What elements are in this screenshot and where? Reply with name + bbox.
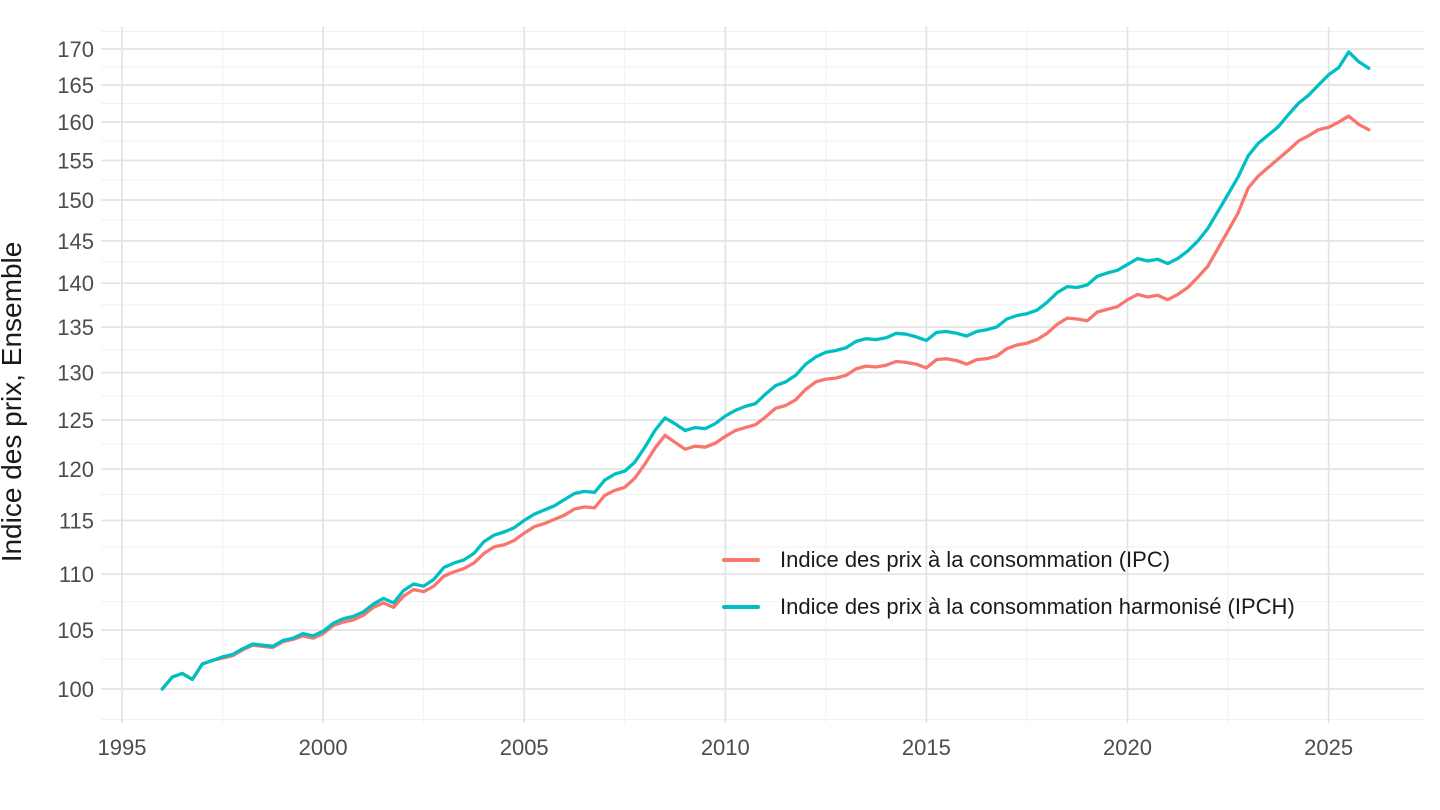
y-tick-label: 145 (57, 229, 94, 254)
chart-legend: Indice des prix à la consommation (IPC) … (722, 546, 1295, 640)
y-tick-label: 125 (57, 408, 94, 433)
y-tick-label: 155 (57, 148, 94, 173)
legend-label-ipc: Indice des prix à la consommation (IPC) (780, 547, 1171, 572)
x-tick-label: 2020 (1103, 735, 1152, 760)
y-tick-label: 160 (57, 110, 94, 135)
ipch-line (160, 50, 1371, 691)
y-tick-label: 170 (57, 37, 94, 62)
y-axis-title: Indice des prix, Ensemble (0, 242, 27, 563)
y-tick-label: 165 (57, 73, 94, 98)
x-tick-label: 2025 (1304, 735, 1353, 760)
y-tick-label: 100 (57, 677, 94, 702)
legend-item-ipch: Indice des prix à la consommation harmon… (722, 593, 1295, 621)
y-tick-label: 120 (57, 457, 94, 482)
x-tick-label: 2005 (500, 735, 549, 760)
x-tick-label: 1995 (98, 735, 147, 760)
y-tick-label: 140 (57, 271, 94, 296)
ipc-line (160, 114, 1371, 691)
axis-tick-labels: 100 105 110 115 120 125 130 135 140 145 150 155 160 1… (57, 37, 1353, 760)
x-tick-label: 2010 (701, 735, 750, 760)
series-lines (160, 50, 1371, 691)
x-tick-label: 2000 (299, 735, 348, 760)
ipch-line-swatch-icon (722, 605, 760, 609)
y-tick-label: 130 (57, 361, 94, 386)
ipc-line-swatch-icon (722, 558, 760, 562)
gridlines-minor (101, 27, 1424, 723)
legend-label-ipch: Indice des prix à la consommation harmon… (780, 594, 1295, 619)
y-tick-label: 135 (57, 315, 94, 340)
y-tick-label: 105 (57, 618, 94, 643)
y-tick-label: 150 (57, 188, 94, 213)
y-tick-label: 115 (59, 508, 94, 533)
y-tick-label: 110 (59, 562, 94, 587)
legend-item-ipc: Indice des prix à la consommation (IPC) (722, 546, 1295, 574)
x-tick-label: 2015 (902, 735, 951, 760)
